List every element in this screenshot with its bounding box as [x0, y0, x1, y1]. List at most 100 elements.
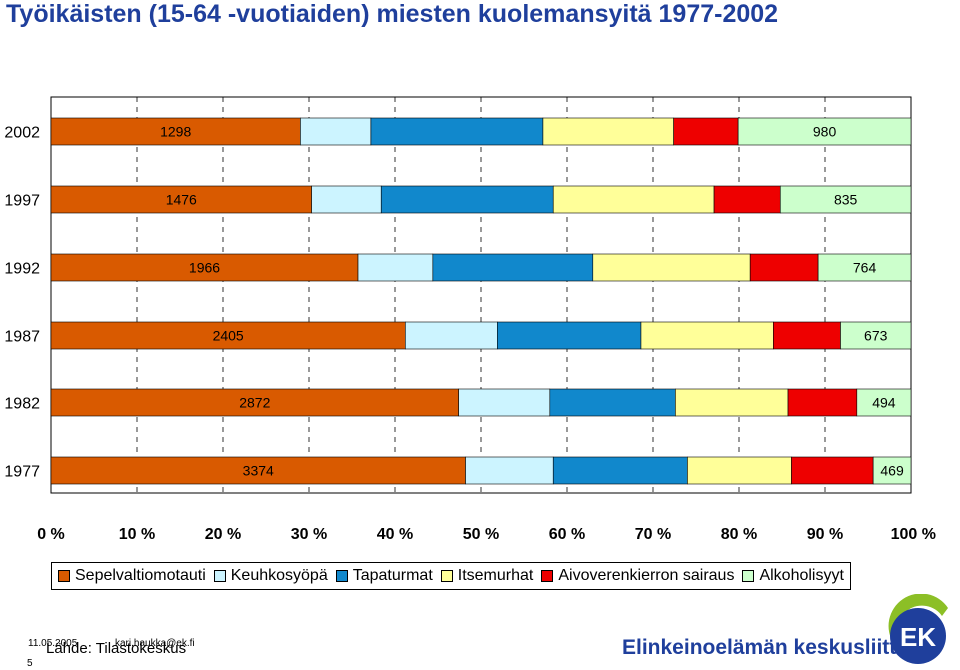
legend-swatch	[541, 570, 554, 582]
bars-layer	[50, 117, 912, 485]
legend-label: Tapaturmat	[352, 567, 433, 584]
data-label: 469	[880, 463, 904, 479]
x-tick-label: 80 %	[721, 526, 757, 543]
data-label: 980	[813, 124, 837, 140]
bar-segment	[737, 117, 912, 146]
logo-text: EK	[900, 622, 936, 652]
data-label: 3374	[243, 463, 274, 479]
bar-segment	[50, 388, 459, 417]
data-label: 1476	[166, 192, 197, 208]
x-tick-label: 70 %	[635, 526, 671, 543]
bar-segment	[50, 253, 359, 282]
data-label: 764	[853, 260, 877, 276]
legend-label: Itsemurhat	[457, 567, 534, 584]
bar-segment	[817, 253, 912, 282]
bar-segment	[50, 117, 301, 146]
bar-segment	[458, 388, 551, 417]
data-label: 2405	[213, 328, 244, 344]
bar-segment	[840, 321, 912, 350]
category-label: 1977	[4, 464, 40, 481]
bar-segment	[552, 185, 715, 214]
logo-green-arc	[888, 594, 948, 644]
labels-layer: 1298 980 1476 835 1966 764 2405 673 2872 494 3374 4…	[160, 124, 904, 479]
bar-segment	[749, 253, 819, 282]
legend-swatch	[213, 570, 226, 582]
bar-segment	[357, 253, 434, 282]
data-label: 835	[834, 192, 858, 208]
plot-area-border	[50, 96, 912, 494]
bar-segment	[497, 321, 642, 350]
bar-segment	[791, 456, 874, 485]
x-tick-label: 30 %	[291, 526, 327, 543]
legend-item: Itsemurhat	[440, 567, 534, 585]
data-label: 1298	[160, 124, 191, 140]
bar-segment	[856, 388, 912, 417]
bar-segment	[779, 185, 912, 214]
page-number: 5	[27, 658, 33, 669]
data-label: 2872	[239, 395, 270, 411]
legend-swatch	[335, 570, 348, 582]
x-tick-label: 50 %	[463, 526, 499, 543]
stacked-bar-chart: 1298 980 1476 835 1966 764 2405 673 2872 494 3374 4…	[4, 96, 936, 543]
bar-segment	[300, 117, 372, 146]
bar-segment	[380, 185, 554, 214]
bar-segment	[773, 321, 841, 350]
legend-swatch	[440, 570, 453, 582]
bar-segment	[50, 456, 466, 485]
bar-segment	[542, 117, 674, 146]
chart-title: Työikäisten (15-64 -vuotiaiden) miesten …	[6, 0, 779, 28]
source-note: Lähde: Tilastokeskus	[46, 640, 187, 657]
bar-segment	[673, 117, 739, 146]
bar-segment	[592, 253, 751, 282]
category-labels: 2002 1997 1992 1987 1982 1977	[4, 125, 40, 481]
legend-item: Tapaturmat	[335, 567, 433, 585]
category-label: 1987	[4, 329, 40, 346]
legend-item: Sepelvaltiomotauti	[58, 567, 206, 585]
data-label: 494	[872, 395, 896, 411]
category-label: 2002	[4, 125, 40, 142]
legend-item: Keuhkosyöpä	[213, 567, 328, 585]
footer-email: kari.haukka@ek.fi	[115, 638, 195, 649]
x-tick-label: 10 %	[119, 526, 155, 543]
legend-swatch	[742, 570, 755, 582]
legend-label: Aivoverenkierron sairaus	[558, 567, 735, 584]
x-tick-label: 90 %	[807, 526, 843, 543]
bar-segment	[549, 388, 676, 417]
legend-item: Alkoholisyyt	[742, 567, 844, 585]
x-tick-label: 100 %	[891, 526, 936, 543]
bar-segment	[675, 388, 789, 417]
legend-label: Keuhkosyöpä	[230, 567, 328, 584]
bar-segment	[370, 117, 544, 146]
category-label: 1997	[4, 193, 40, 210]
legend: Sepelvaltiomotauti Keuhkosyöpä Tapaturmat I…	[51, 562, 851, 590]
ek-logo-icon: EK	[888, 594, 948, 664]
grid-layer	[136, 97, 826, 493]
legend-label: Alkoholisyyt	[759, 567, 844, 584]
bar-segment	[787, 388, 858, 417]
bar-segment	[552, 456, 688, 485]
data-label: 673	[864, 328, 888, 344]
footer-date: 11.05.2005	[28, 638, 78, 649]
category-label: 1982	[4, 396, 40, 413]
category-label: 1992	[4, 261, 40, 278]
data-label: 1966	[189, 260, 220, 276]
bar-segment	[640, 321, 774, 350]
x-tick-label: 60 %	[549, 526, 585, 543]
legend-swatch	[58, 570, 70, 582]
bar-segment	[465, 456, 554, 485]
x-tick-label: 40 %	[377, 526, 413, 543]
brand-name: Elinkeinoelämän keskusliitto	[622, 636, 910, 659]
x-tick-labels: 0 % 10 % 20 % 30 % 40 % 50 % 60 % 70 % 80 % 90 % 1…	[37, 526, 936, 543]
x-tick-label: 0 %	[37, 526, 65, 543]
x-tick-label: 20 %	[205, 526, 241, 543]
bar-segment	[432, 253, 594, 282]
bar-segment	[405, 321, 498, 350]
legend-item: Aivoverenkierron sairaus	[541, 567, 734, 585]
bar-segment	[713, 185, 781, 214]
bar-segment	[872, 456, 912, 485]
logo-blue-disc	[890, 608, 946, 664]
bar-segment	[687, 456, 792, 485]
bar-segment	[50, 185, 312, 214]
legend-label: Sepelvaltiomotauti	[75, 567, 206, 584]
bar-segment	[311, 185, 382, 214]
